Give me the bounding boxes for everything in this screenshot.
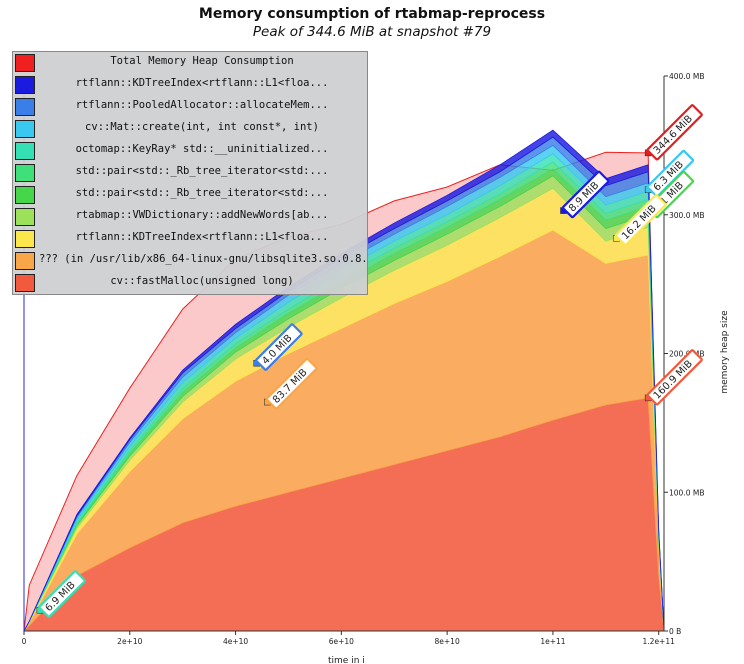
legend-item: std::pair<std::_Rb_tree_iterator<std:... [13, 184, 369, 206]
legend-swatch [15, 230, 35, 248]
legend-item: rtflann::KDTreeIndex<rtflann::L1<floa... [13, 228, 369, 250]
legend-label: rtflann::PooledAllocator::allocateMem... [75, 99, 329, 111]
x-tick-label-1: 2e+10 [117, 637, 142, 646]
legend-label: rtflann::KDTreeIndex<rtflann::L1<floa... [75, 231, 329, 243]
legend-item: rtabmap::VWDictionary::addNewWords[ab... [13, 206, 369, 228]
legend-item: ??? (in /usr/lib/x86_64-linux-gnu/libsql… [13, 250, 369, 272]
x-tick-label-4: 8e+10 [435, 637, 460, 646]
y-tick-label-3: 300.0 MB [669, 211, 704, 220]
annotation-box [255, 323, 303, 371]
legend-swatch [15, 142, 35, 160]
annotation-box [38, 570, 86, 618]
y-tick-label-0: 0 B [669, 627, 681, 636]
x-axis-label: time in i [328, 656, 365, 664]
legend-item: rtflann::KDTreeIndex<rtflann::L1<floa... [13, 74, 369, 96]
annotation-box [265, 357, 318, 410]
chart-subtitle: Peak of 344.6 MiB at snapshot #79 [252, 24, 492, 40]
legend-label: cv::fastMalloc(unsigned long) [110, 275, 294, 287]
annotation-text: 160.9 MiB [652, 358, 695, 401]
legend-label: cv::Mat::create(int, int const*, int) [85, 121, 319, 133]
legend-swatch [15, 164, 35, 182]
annotation-label: 344.6 MiB [646, 104, 703, 161]
x-tick-label-3: 6e+10 [329, 637, 354, 646]
legend-label: rtabmap::VWDictionary::addNewWords[ab... [75, 209, 329, 221]
x-tick-label-2: 4e+10 [223, 637, 248, 646]
legend-label: rtflann::KDTreeIndex<rtflann::L1<floa... [75, 77, 329, 89]
legend-item: rtflann::PooledAllocator::allocateMem... [13, 96, 369, 118]
legend-item: cv::fastMalloc(unsigned long) [13, 272, 369, 294]
legend-label: std::pair<std::_Rb_tree_iterator<std:... [75, 187, 329, 199]
annotation-box [646, 104, 703, 161]
legend-swatch [15, 54, 35, 72]
legend-swatch [15, 274, 35, 292]
annotation-box [614, 193, 667, 246]
x-tick-label-6: 1.2e+11 [643, 637, 676, 646]
y-tick-label-1: 100.0 MB [669, 488, 704, 497]
legend-item: cv::Mat::create(int, int const*, int) [13, 118, 369, 140]
legend-item: std::pair<std::_Rb_tree_iterator<std:... [13, 162, 369, 184]
legend-item: Total Memory Heap Consumption [13, 52, 369, 74]
annotation-0: 344.6 MiB [644, 104, 703, 161]
legend-swatch [15, 252, 35, 270]
legend-label: ??? (in /usr/lib/x86_64-linux-gnu/libsql… [39, 253, 365, 265]
chart-title: Memory consumption of rtabmap-reprocess [198, 6, 546, 22]
legend-item: octomap::KeyRay* std::__uninitialized... [13, 140, 369, 162]
legend-swatch [15, 208, 35, 226]
legend-swatch [15, 186, 35, 204]
x-tick-label-0: 0 [22, 637, 27, 646]
legend-swatch [15, 76, 35, 94]
annotation-text: 344.6 MiB [652, 113, 695, 156]
y-tick-label-4: 400.0 MB [669, 72, 704, 81]
legend-swatch [15, 98, 35, 116]
x-tick-label-5: 1e+11 [540, 637, 565, 646]
legend-label: Total Memory Heap Consumption [110, 55, 294, 67]
legend-swatch [15, 120, 35, 138]
annotation-box [561, 170, 610, 219]
y-axis-label: memory heap size [720, 310, 730, 394]
legend-label: octomap::KeyRay* std::__uninitialized... [75, 143, 329, 155]
legend-label: std::pair<std::_Rb_tree_iterator<std:... [75, 165, 329, 177]
annotation-box [646, 349, 703, 406]
